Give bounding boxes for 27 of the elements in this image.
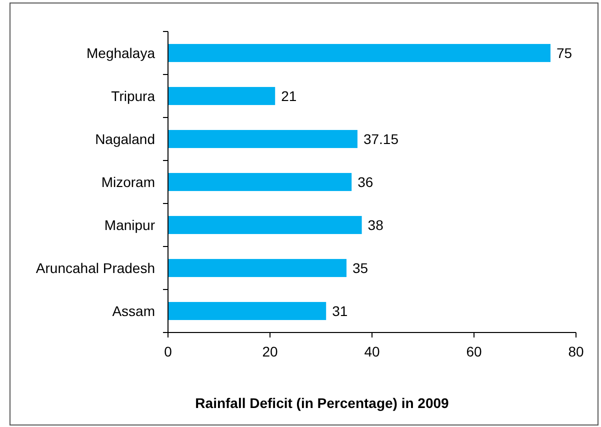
x-axis-title: Rainfall Deficit (in Percentage) in 2009 <box>195 395 450 411</box>
y-tick-label: Mizoram <box>101 174 155 190</box>
x-tick-label: 60 <box>466 344 482 360</box>
bar <box>168 44 550 62</box>
x-tick-label: 80 <box>568 344 584 360</box>
x-tick-label: 0 <box>164 344 172 360</box>
data-label: 21 <box>281 88 297 104</box>
data-label: 35 <box>352 260 368 276</box>
data-label: 31 <box>332 302 348 319</box>
y-tick-label: Nagaland <box>95 130 155 147</box>
y-tick-label: Manipur <box>104 216 156 233</box>
data-label: 38 <box>368 216 384 233</box>
data-label: 75 <box>556 44 572 61</box>
y-tick-label: Meghalaya <box>86 44 156 61</box>
x-tick-label: 20 <box>262 344 278 360</box>
bar <box>168 302 326 320</box>
y-tick-label: Assam <box>112 302 155 319</box>
bar <box>168 258 346 278</box>
y-tick-label: Tripura <box>111 88 156 104</box>
bar <box>168 130 358 148</box>
data-label: 37.15 <box>363 130 399 147</box>
bar <box>168 216 362 234</box>
bar <box>168 172 352 192</box>
bar <box>168 86 276 106</box>
x-tick-label: 40 <box>364 344 380 360</box>
y-tick-label: Aruncahal Pradesh <box>36 260 155 276</box>
data-label: 36 <box>358 174 374 190</box>
